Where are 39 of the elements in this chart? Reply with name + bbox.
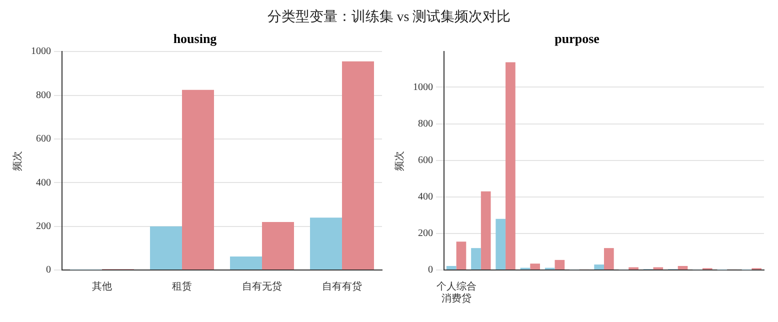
y-tick-label: 600 — [418, 154, 433, 166]
y-tick-label: 0 — [46, 264, 51, 276]
bar — [480, 191, 491, 270]
bar — [554, 260, 565, 270]
bar — [678, 266, 688, 270]
bar — [310, 218, 342, 270]
bar — [342, 61, 374, 270]
x-tick-label: 自有无贷 — [242, 280, 282, 293]
bar — [182, 90, 214, 270]
x-tick-label: 个人综合消费贷 — [436, 280, 476, 305]
chart-title: purpose — [554, 31, 600, 46]
y-tick-label: 1000 — [413, 82, 433, 93]
bar — [594, 264, 604, 270]
y-tick-label: 400 — [418, 192, 433, 203]
x-tick-label: 租赁 — [172, 280, 192, 293]
y-tick-label: 1000 — [31, 46, 51, 58]
bar — [262, 222, 294, 270]
y-tick-label: 200 — [418, 228, 433, 240]
bar — [496, 218, 506, 270]
y-tick-label: 600 — [36, 134, 51, 145]
x-tick-label: 自有有贷 — [322, 280, 362, 293]
y-axis-title: 频次 — [394, 150, 406, 171]
y-tick-label: 400 — [36, 177, 51, 188]
y-tick-label: 200 — [36, 220, 51, 232]
chart-title: housing — [173, 31, 218, 46]
bar — [506, 62, 516, 270]
bar — [150, 226, 182, 270]
y-tick-label: 800 — [36, 90, 51, 101]
y-tick-label: 0 — [428, 264, 433, 276]
y-tick-label: 800 — [418, 118, 433, 130]
bar — [604, 248, 614, 270]
text: 分类型变量：训练集 vs 测试集频次对比 — [266, 8, 512, 27]
bar — [471, 248, 481, 270]
bar — [456, 242, 466, 270]
bar — [446, 266, 456, 270]
y-axis-title: 频次 — [12, 150, 24, 171]
bar — [230, 256, 262, 270]
bar — [530, 264, 540, 270]
x-tick-label: 其他 — [92, 280, 112, 293]
